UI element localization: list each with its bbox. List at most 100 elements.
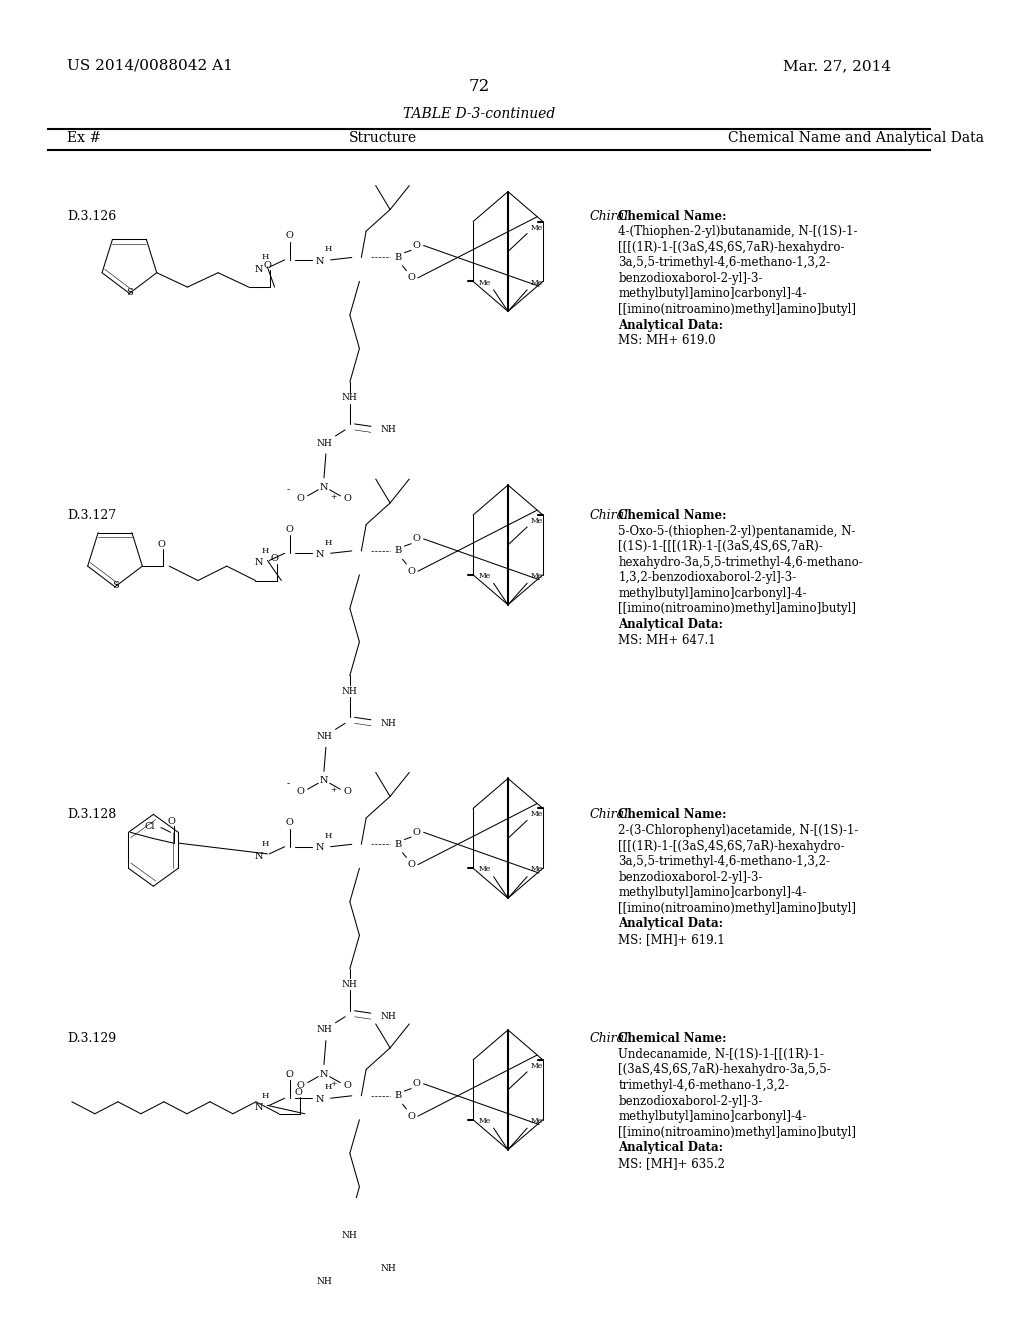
Text: methylbutyl]amino]carbonyl]-4-: methylbutyl]amino]carbonyl]-4- <box>618 288 807 301</box>
Text: [[imino(nitroamino)methyl]amino]butyl]: [[imino(nitroamino)methyl]amino]butyl] <box>618 304 856 315</box>
Text: Chemical Name:: Chemical Name: <box>618 808 727 821</box>
Text: 2-(3-Chlorophenyl)acetamide, N-[(1S)-1-: 2-(3-Chlorophenyl)acetamide, N-[(1S)-1- <box>618 824 858 837</box>
Text: N: N <box>319 1069 329 1078</box>
Text: Analytical Data:: Analytical Data: <box>618 1142 723 1154</box>
Text: NH: NH <box>342 686 357 696</box>
Text: N: N <box>255 851 263 861</box>
Text: N: N <box>255 265 263 275</box>
Text: H: H <box>262 253 269 261</box>
Text: NH: NH <box>316 1026 332 1035</box>
Text: Me: Me <box>530 810 543 818</box>
Text: +: + <box>331 492 337 502</box>
Text: D.3.127: D.3.127 <box>68 510 116 521</box>
Text: O: O <box>294 1088 302 1097</box>
Text: O: O <box>408 273 415 282</box>
Text: methylbutyl]amino]carbonyl]-4-: methylbutyl]amino]carbonyl]-4- <box>618 886 807 899</box>
Text: NH: NH <box>316 438 332 447</box>
Text: Chemical Name:: Chemical Name: <box>618 210 727 223</box>
Text: methylbutyl]amino]carbonyl]-4-: methylbutyl]amino]carbonyl]-4- <box>618 587 807 599</box>
Text: [(1S)-1-[[[(1R)-1-[(3aS,4S,6S,7aR)-: [(1S)-1-[[[(1R)-1-[(3aS,4S,6S,7aR)- <box>618 540 823 553</box>
Text: Me: Me <box>530 279 543 286</box>
Text: Chemical Name:: Chemical Name: <box>618 1032 727 1045</box>
Text: O: O <box>413 1080 421 1088</box>
Text: Analytical Data:: Analytical Data: <box>618 318 723 331</box>
Text: NH: NH <box>380 1263 396 1272</box>
Text: hexahydro-3a,5,5-trimethyl-4,6-methano-: hexahydro-3a,5,5-trimethyl-4,6-methano- <box>618 556 863 569</box>
Text: MS: MH+ 647.1: MS: MH+ 647.1 <box>618 634 716 647</box>
Text: D.3.129: D.3.129 <box>68 1032 116 1045</box>
Text: NH: NH <box>316 733 332 741</box>
Text: O: O <box>264 261 271 271</box>
Text: O: O <box>413 535 421 544</box>
Text: NH: NH <box>342 979 357 989</box>
Text: Mar. 27, 2014: Mar. 27, 2014 <box>783 59 891 73</box>
Text: -: - <box>287 779 290 788</box>
Text: S: S <box>126 288 133 297</box>
Text: NH: NH <box>380 1012 396 1022</box>
Text: MS: [MH]+ 635.2: MS: [MH]+ 635.2 <box>618 1156 725 1170</box>
Text: N: N <box>319 483 329 492</box>
Text: Me: Me <box>530 1117 543 1125</box>
Text: +: + <box>331 787 337 795</box>
Text: O: O <box>296 494 304 503</box>
Text: Structure: Structure <box>349 131 418 145</box>
Text: -: - <box>287 486 290 494</box>
Text: Me: Me <box>530 223 543 231</box>
Text: Me: Me <box>530 572 543 579</box>
Text: Me: Me <box>479 572 492 579</box>
Text: benzodioxaborol-2-yl]-3-: benzodioxaborol-2-yl]-3- <box>618 871 763 883</box>
Text: US 2014/0088042 A1: US 2014/0088042 A1 <box>68 59 233 73</box>
Text: Cl: Cl <box>144 822 155 830</box>
Text: N: N <box>255 1104 263 1113</box>
Text: H: H <box>325 246 332 253</box>
Text: Me: Me <box>530 1061 543 1071</box>
Text: benzodioxaborol-2-yl]-3-: benzodioxaborol-2-yl]-3- <box>618 272 763 285</box>
Text: S: S <box>112 581 119 590</box>
Text: NH: NH <box>380 425 396 434</box>
Text: Me: Me <box>530 517 543 525</box>
Text: Chemical Name and Analytical Data: Chemical Name and Analytical Data <box>728 131 984 145</box>
Text: [[imino(nitroamino)methyl]amino]butyl]: [[imino(nitroamino)methyl]amino]butyl] <box>618 602 856 615</box>
Text: [[[(1R)-1-[(3aS,4S,6S,7aR)-hexahydro-: [[[(1R)-1-[(3aS,4S,6S,7aR)-hexahydro- <box>618 840 845 853</box>
Text: O: O <box>413 242 421 249</box>
Text: N: N <box>315 1094 325 1104</box>
Text: 3a,5,5-trimethyl-4,6-methano-1,3,2-: 3a,5,5-trimethyl-4,6-methano-1,3,2- <box>618 256 830 269</box>
Text: H: H <box>262 841 269 849</box>
Text: 4-(Thiophen-2-yl)butanamide, N-[(1S)-1-: 4-(Thiophen-2-yl)butanamide, N-[(1S)-1- <box>618 226 858 238</box>
Text: O: O <box>286 1069 294 1078</box>
Text: trimethyl-4,6-methano-1,3,2-: trimethyl-4,6-methano-1,3,2- <box>618 1078 790 1092</box>
Text: O: O <box>286 231 294 240</box>
Text: Me: Me <box>479 279 492 286</box>
Text: O: O <box>168 817 175 826</box>
Text: B: B <box>394 1092 401 1101</box>
Text: Chemical Name:: Chemical Name: <box>618 510 727 521</box>
Text: Analytical Data:: Analytical Data: <box>618 618 723 631</box>
Text: Me: Me <box>479 1117 492 1125</box>
Text: [[[(1R)-1-[(3aS,4S,6S,7aR)-hexahydro-: [[[(1R)-1-[(3aS,4S,6S,7aR)-hexahydro- <box>618 240 845 253</box>
Text: Analytical Data:: Analytical Data: <box>618 917 723 931</box>
Text: O: O <box>408 566 415 576</box>
Text: B: B <box>394 253 401 261</box>
Text: +: + <box>331 1080 337 1088</box>
Text: H: H <box>262 546 269 554</box>
Text: 3a,5,5-trimethyl-4,6-methano-1,3,2-: 3a,5,5-trimethyl-4,6-methano-1,3,2- <box>618 855 830 869</box>
Text: O: O <box>296 1081 304 1089</box>
Text: N: N <box>315 843 325 853</box>
Text: benzodioxaborol-2-yl]-3-: benzodioxaborol-2-yl]-3- <box>618 1094 763 1107</box>
Text: O: O <box>344 494 352 503</box>
Text: Me: Me <box>530 866 543 874</box>
Text: 5-Oxo-5-(thiophen-2-yl)pentanamide, N-: 5-Oxo-5-(thiophen-2-yl)pentanamide, N- <box>618 524 856 537</box>
Text: Me: Me <box>479 866 492 874</box>
Text: O: O <box>408 861 415 869</box>
Text: N: N <box>315 256 325 265</box>
Text: Chiral: Chiral <box>590 1032 629 1045</box>
Text: Chiral: Chiral <box>590 808 629 821</box>
Text: Undecanamide, N-[(1S)-1-[[(1R)-1-: Undecanamide, N-[(1S)-1-[[(1R)-1- <box>618 1048 824 1061</box>
Text: Chiral: Chiral <box>590 210 629 223</box>
Text: O: O <box>286 818 294 828</box>
Text: D.3.128: D.3.128 <box>68 808 117 821</box>
Text: MS: [MH]+ 619.1: MS: [MH]+ 619.1 <box>618 933 725 946</box>
Text: O: O <box>413 828 421 837</box>
Text: NH: NH <box>342 1232 357 1241</box>
Text: NH: NH <box>316 1276 332 1286</box>
